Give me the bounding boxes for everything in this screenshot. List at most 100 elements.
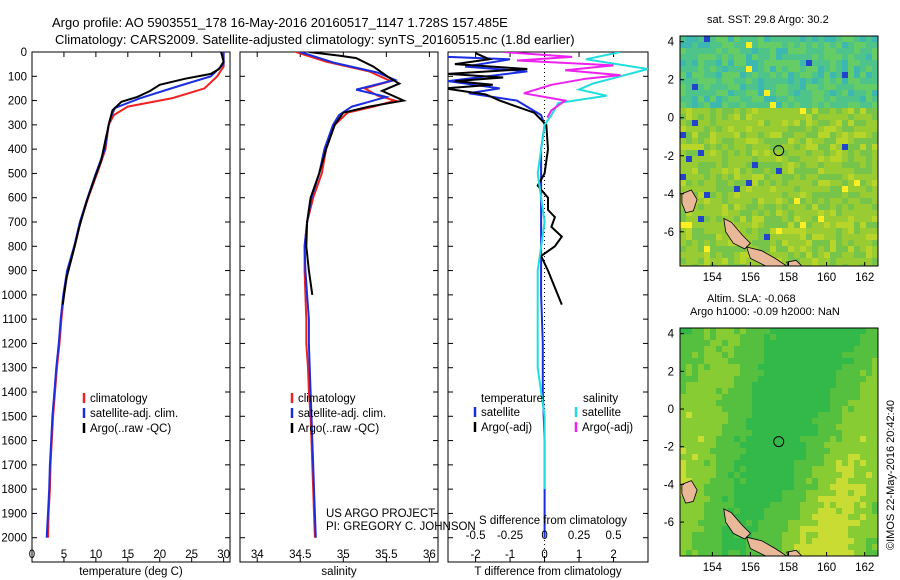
- sst_map-cell: [842, 66, 849, 73]
- sla_map-cell: [824, 436, 831, 443]
- sst_map-cell: [716, 78, 723, 85]
- sla_map-cell: [818, 370, 825, 377]
- sla_map-cell: [866, 436, 873, 443]
- sst_map-cell: [818, 150, 825, 157]
- sst_map-cell: [746, 180, 753, 187]
- sst_map-cell: [686, 102, 693, 109]
- sst_map-cell: [794, 192, 801, 199]
- sla_map-cell: [782, 538, 789, 545]
- sla_map-cell: [692, 514, 699, 521]
- differences-xtick-label: -1: [505, 549, 515, 561]
- sla_map-cell: [812, 496, 819, 503]
- sla_map-cell: [698, 502, 705, 509]
- sst_map-cell: [770, 36, 777, 43]
- sst_map-cell: [680, 216, 687, 223]
- sla_map-cell: [692, 364, 699, 371]
- sla_map-cell: [776, 508, 783, 515]
- sst_map-cell: [746, 204, 753, 211]
- sst_map-cell: [848, 108, 855, 115]
- sst_map-cell: [800, 240, 807, 247]
- sla_map-cell: [854, 328, 861, 335]
- salinity-series-group: [295, 52, 407, 538]
- sst_map-cell: [704, 42, 711, 49]
- sst_map-cell: [794, 144, 801, 151]
- sst_map-cell: [866, 78, 873, 85]
- sst_map-cell: [692, 174, 699, 181]
- sla_map-cell: [686, 544, 693, 551]
- sst_map-cell: [680, 150, 687, 157]
- sla_map-cell: [800, 466, 807, 473]
- sst_map-cell: [794, 138, 801, 145]
- sla_map-cell: [740, 346, 747, 353]
- sst_map-cell: [770, 174, 777, 181]
- sst_map-cell: [704, 204, 711, 211]
- sst_map-cell: [764, 234, 771, 241]
- sst_map-cell: [776, 60, 783, 67]
- sst_map-cell: [800, 132, 807, 139]
- sla_map-cell: [788, 466, 795, 473]
- sla_map-cell: [746, 382, 753, 389]
- sla_map-cell: [794, 358, 801, 365]
- sst_map-cell: [824, 78, 831, 85]
- sst_map-cell: [710, 180, 717, 187]
- temperature-legend-label: Argo(..raw -QC): [90, 423, 171, 435]
- sst_map-cell: [776, 186, 783, 193]
- sla_map-cell: [854, 526, 861, 533]
- sla_map-cell: [782, 376, 789, 383]
- sst_map-cell: [842, 264, 849, 266]
- sla_map-cell: [728, 346, 735, 353]
- sla_map-cell: [776, 376, 783, 383]
- sst_map-cell: [710, 42, 717, 49]
- sst_map-cell: [758, 114, 765, 121]
- sst_map-cell: [836, 252, 843, 259]
- sla_map-cell: [782, 454, 789, 461]
- sst_map-cell: [698, 186, 705, 193]
- sst_map-cell: [680, 60, 687, 67]
- sst_map-cell: [836, 90, 843, 97]
- salinity-xlabel: salinity: [321, 566, 356, 578]
- sst_map-cell: [770, 198, 777, 205]
- sla_map-cell: [716, 388, 723, 395]
- sst_map-cell: [830, 264, 837, 266]
- sst_map-cell: [854, 114, 861, 121]
- sla_map-cell: [692, 346, 699, 353]
- sla_map-cell: [788, 454, 795, 461]
- sst_map-cell: [848, 258, 855, 265]
- sla_map-cell: [758, 484, 765, 491]
- sla_map-cell: [686, 520, 693, 527]
- sst_map-cell: [710, 222, 717, 229]
- sla_map-cell: [842, 502, 849, 509]
- sst_map-cell: [704, 252, 711, 259]
- sla_map-cell: [740, 478, 747, 485]
- sla_map-cell: [800, 484, 807, 491]
- sla_map-cell: [872, 352, 878, 359]
- sla_map-land: [745, 536, 788, 556]
- sst_map-cell: [872, 90, 878, 97]
- sst_map-cell: [686, 72, 693, 79]
- sst_map-cell: [776, 144, 783, 151]
- sla_map-cell: [842, 532, 849, 539]
- sst_map-cell: [746, 264, 753, 266]
- sla_map-cell: [728, 532, 735, 539]
- sst_map-cell: [698, 156, 705, 163]
- sst_map-cell: [746, 186, 753, 193]
- sla_map-cell: [716, 442, 723, 449]
- sla_map-cell: [758, 532, 765, 539]
- sla_map-cell: [746, 442, 753, 449]
- sla_map-cell: [830, 418, 837, 425]
- sst_map-cell: [872, 60, 878, 67]
- sla_map-cell: [854, 466, 861, 473]
- sla_map-cell: [746, 346, 753, 353]
- depth-tick-label: 600: [8, 193, 27, 205]
- sst_map-cell: [818, 60, 825, 67]
- sla_map-cell: [818, 358, 825, 365]
- sla_map-cell: [860, 508, 867, 515]
- sla_map-cell: [698, 532, 705, 539]
- sla_map-cell: [800, 400, 807, 407]
- sla_map-cell: [818, 418, 825, 425]
- sla_map-cell: [770, 538, 777, 545]
- sst_map-cell: [692, 36, 699, 43]
- sst_map-cell: [824, 60, 831, 67]
- sla_map-cell: [710, 502, 717, 509]
